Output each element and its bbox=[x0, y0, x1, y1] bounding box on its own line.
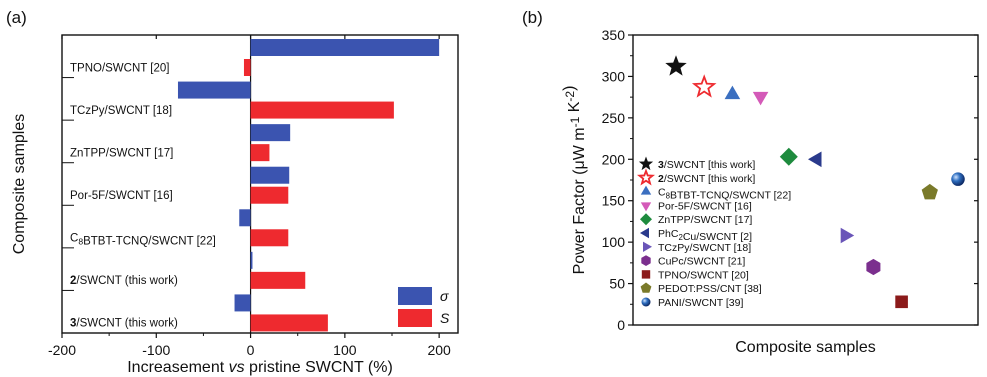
data-point-3 bbox=[752, 91, 769, 106]
legend-marker-3 bbox=[640, 202, 652, 212]
x-axis-label-a: Increasement vs pristine SWCNT (%) bbox=[127, 359, 393, 376]
x-tick-label-a: -200 bbox=[48, 342, 76, 358]
legend-marker-1 bbox=[636, 168, 656, 186]
panel-label-b: (b) bbox=[522, 8, 543, 27]
data-point-10 bbox=[951, 172, 965, 186]
bar-sigma-2 bbox=[250, 124, 291, 142]
category-label-0: TPNO/SWCNT [20] bbox=[70, 62, 169, 74]
bar-s-0 bbox=[243, 59, 251, 76]
data-point-6 bbox=[840, 227, 855, 244]
bar-sigma-4 bbox=[239, 209, 251, 227]
legend-marker-0 bbox=[638, 156, 654, 171]
data-point-5 bbox=[808, 151, 822, 168]
bar-sigma-6 bbox=[234, 294, 251, 312]
legend-marker-2 bbox=[640, 185, 652, 195]
category-label-1: TCzPy/SWCNT [18] bbox=[70, 105, 172, 117]
bar-sigma-1 bbox=[177, 81, 251, 99]
bar-sigma-0 bbox=[250, 39, 440, 56]
legend-label-b-4: ZnTPP/SWCNT [17] bbox=[658, 214, 752, 226]
bar-s-4 bbox=[250, 229, 289, 247]
legend-label-b-0: 3/SWCNT [this work] bbox=[658, 159, 755, 171]
y-tick-label-b: 50 bbox=[609, 276, 625, 292]
legend-label-b-3: Por-5F/SWCNT [16] bbox=[658, 200, 752, 212]
data-point-7 bbox=[866, 258, 881, 276]
bar-s-5 bbox=[250, 271, 306, 289]
y-tick-label-b: 300 bbox=[602, 68, 626, 84]
data-point-4 bbox=[779, 147, 798, 166]
legend-label-b-10: PANI/SWCNT [39] bbox=[658, 297, 743, 309]
legend-marker-4 bbox=[640, 213, 652, 226]
y-tick-label-b: 200 bbox=[602, 151, 626, 167]
legend-label-1: S bbox=[440, 310, 450, 326]
y-tick-label-b: 250 bbox=[602, 110, 626, 126]
legend-label-0: σ bbox=[440, 288, 449, 304]
y-tick-label-b: 100 bbox=[602, 234, 626, 250]
category-label-4: C8BTBT-TCNQ/SWCNT [22] bbox=[70, 233, 216, 248]
legend-label-b-1: 2/SWCNT [this work] bbox=[658, 173, 755, 185]
data-point-8 bbox=[895, 295, 908, 309]
legend-label-b-9: PEDOT:PSS/CNT [38] bbox=[658, 283, 762, 295]
category-label-2: ZnTPP/SWCNT [17] bbox=[70, 147, 173, 159]
y-axis-label-b: Power Factor (μW m-1 K-2) bbox=[561, 86, 588, 275]
legend-marker-5 bbox=[640, 227, 649, 239]
y-tick-label-b: 0 bbox=[617, 317, 625, 333]
y-tick-label-b: 350 bbox=[602, 27, 626, 43]
category-label-6: 3/SWCNT (this work) bbox=[70, 318, 178, 330]
legend-swatch-0 bbox=[398, 287, 432, 305]
panel-b: (b) 0 50 100 150 200 250 300 350 Composite sample… bbox=[522, 8, 979, 356]
legend-label-b-7: CuPc/SWCNT [21] bbox=[658, 256, 745, 268]
legend-marker-10 bbox=[641, 297, 651, 307]
bar-s-3 bbox=[250, 186, 289, 204]
legend-label-b-5: PhC2Cu/SWCNT [2] bbox=[658, 228, 752, 243]
x-tick-label-a: 100 bbox=[333, 342, 357, 358]
data-point-2 bbox=[724, 85, 741, 100]
legend-label-b-2: C8BTBT-TCNQ/SWCNT [22] bbox=[658, 187, 791, 202]
x-tick-label-a: 200 bbox=[427, 342, 451, 358]
category-label-3: Por-5F/SWCNT [16] bbox=[70, 190, 173, 202]
bar-sigma-5 bbox=[250, 251, 253, 269]
legend-marker-9 bbox=[640, 282, 652, 293]
legend-marker-7 bbox=[641, 255, 651, 266]
data-point-9 bbox=[921, 183, 938, 200]
x-axis-label-b: Composite samples bbox=[735, 339, 876, 356]
panel-label-a: (a) bbox=[6, 8, 27, 27]
bar-sigma-3 bbox=[250, 166, 290, 184]
panel-a: (a) TPNO/SWCNT [20] TCzPy/SWCNT [18] ZnTPP/… bbox=[6, 8, 459, 376]
bar-s-1 bbox=[250, 101, 394, 119]
y-tick-label-b: 150 bbox=[602, 193, 626, 209]
legend-label-b-8: TPNO/SWCNT [20] bbox=[658, 269, 749, 281]
bar-s-6 bbox=[250, 314, 328, 332]
legend-marker-8 bbox=[641, 270, 651, 279]
y-axis-label-a: Composite samples bbox=[11, 114, 28, 255]
category-label-5: 2/SWCNT (this work) bbox=[70, 275, 178, 287]
x-tick-label-a: 0 bbox=[247, 342, 255, 358]
data-point-0 bbox=[665, 55, 687, 76]
data-point-1 bbox=[691, 74, 717, 98]
bar-s-2 bbox=[250, 144, 270, 162]
plot-frame-a bbox=[61, 34, 459, 334]
x-tick-label-a: -100 bbox=[142, 342, 170, 358]
legend-marker-6 bbox=[643, 241, 652, 252]
legend-label-b-6: TCzPy/SWCNT [18] bbox=[658, 242, 751, 254]
legend-swatch-1 bbox=[398, 309, 432, 327]
